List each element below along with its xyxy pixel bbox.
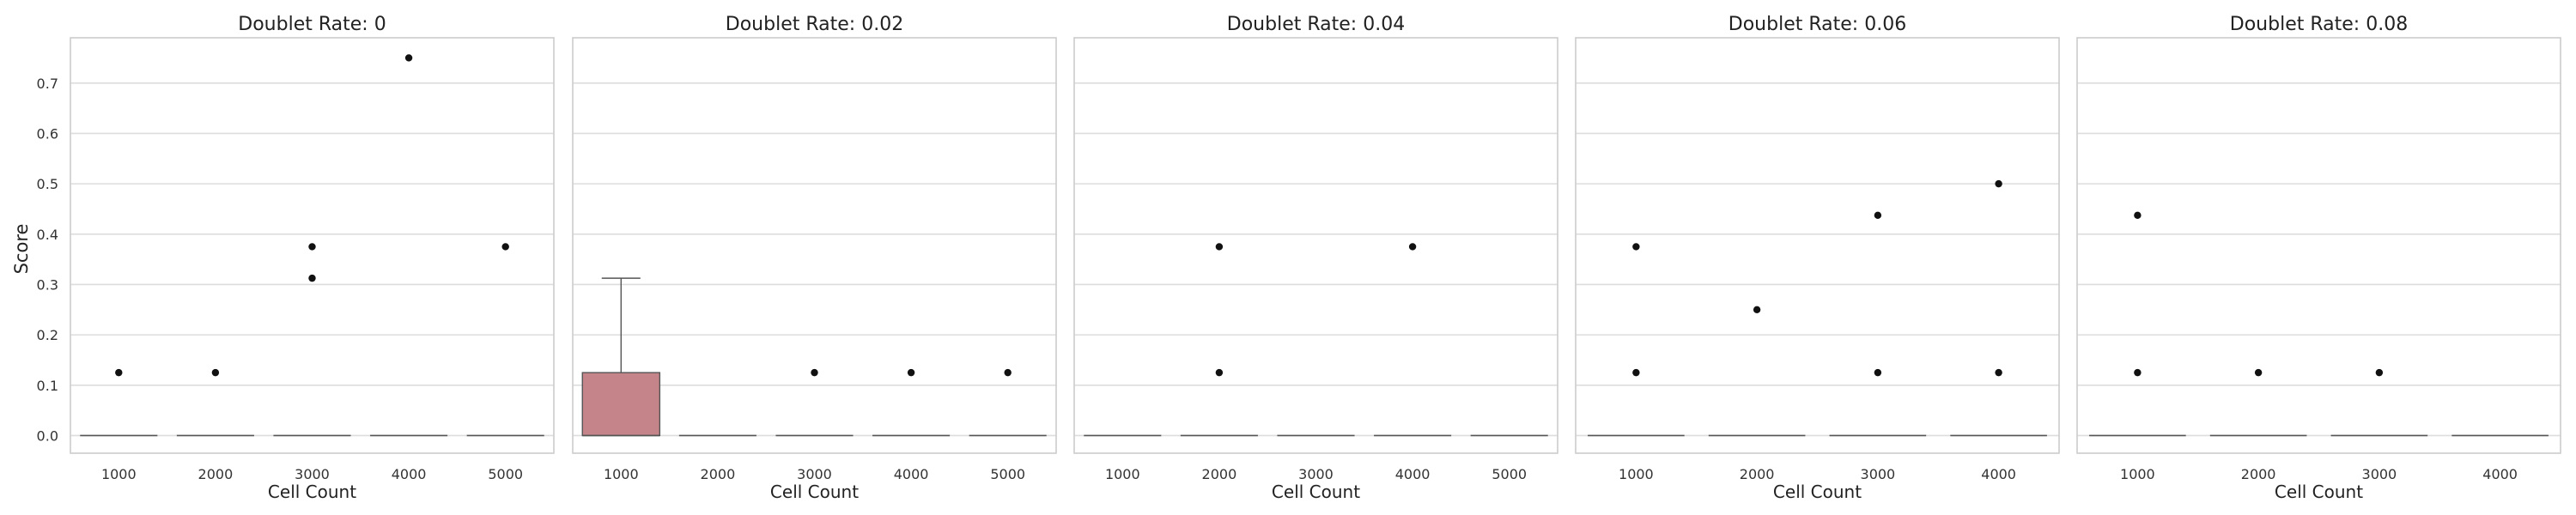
x-tick-label: 2000	[2241, 466, 2276, 482]
outlier-point	[115, 368, 123, 377]
outlier-point	[2134, 211, 2142, 219]
x-tick-label: 5000	[990, 466, 1025, 482]
x-tick-label: 1000	[2120, 466, 2155, 482]
y-axis-label: Score	[11, 224, 32, 275]
outlier-point	[811, 368, 818, 377]
box-2000	[1180, 243, 1258, 437]
outlier-point	[1215, 368, 1224, 377]
panel-frame	[1073, 37, 1558, 454]
x-tick-label: 1000	[1619, 466, 1654, 482]
box-4000	[1374, 243, 1452, 437]
x-tick-label: 3000	[295, 466, 330, 482]
box-2000	[176, 368, 254, 437]
x-tick-label: 3000	[1861, 466, 1896, 482]
outlier-point	[1874, 211, 1882, 219]
outlier-point	[1408, 243, 1417, 251]
outlier-point	[1753, 306, 1761, 313]
x-tick-label: 1000	[1105, 466, 1140, 482]
x-tick-label: 2000	[1202, 466, 1237, 482]
y-tick-label: 0.4	[37, 227, 58, 243]
outlier-point	[2134, 368, 2142, 377]
x-tick-label: 2000	[701, 466, 736, 482]
x-tick-label: 2000	[1740, 466, 1775, 482]
y-tick-label: 0.6	[37, 125, 58, 142]
panel-frame	[1575, 37, 2060, 454]
y-tick-label: 0.3	[37, 276, 58, 293]
panel-title: Doublet Rate: 0.08	[2230, 14, 2408, 35]
x-tick-label: 1000	[604, 466, 639, 482]
x-tick-label: 5000	[488, 466, 523, 482]
y-tick-label: 0.5	[37, 176, 58, 192]
y-tick-label: 0.0	[37, 427, 58, 444]
box-body	[581, 372, 661, 437]
box-1000	[80, 368, 158, 437]
outlier-point	[1874, 368, 1882, 377]
outlier-point	[1995, 179, 2002, 188]
x-axis-label: Cell Count	[770, 482, 859, 502]
box-4000	[872, 368, 951, 437]
outlier-point	[501, 243, 509, 251]
panel-0: 0.0 0.1 0.2 0.3 0.4 0.5 0.6 0.7 1000 2000 3000 4000…	[37, 14, 555, 502]
box-3000	[273, 243, 351, 437]
x-tick-label: 3000	[2362, 466, 2397, 482]
box-4000	[370, 54, 448, 437]
outlier-point	[1004, 368, 1012, 377]
panel-2: 1000 2000 3000 4000 5000 Doublet Rate: 0.04 Ce…	[1073, 14, 1558, 502]
panel-title: Doublet Rate: 0.06	[1728, 14, 1906, 35]
box-4000	[1950, 179, 2047, 437]
box-3000	[2330, 368, 2428, 437]
x-tick-label: 4000	[2482, 466, 2518, 482]
box-5000	[466, 243, 544, 437]
outlier-point	[404, 54, 413, 62]
x-tick-label: 3000	[1298, 466, 1334, 482]
x-tick-label: 1000	[101, 466, 137, 482]
panels: 0.0 0.1 0.2 0.3 0.4 0.5 0.6 0.7 1000 2000 3000 4000…	[37, 14, 2561, 502]
x-tick-label: 2000	[198, 466, 234, 482]
outlier-point	[2254, 368, 2263, 377]
x-axis-label: Cell Count	[268, 482, 356, 502]
outlier-point	[308, 274, 316, 282]
x-axis-label: Cell Count	[2275, 482, 2363, 502]
panel-title: Doublet Rate: 0.02	[726, 14, 903, 35]
box-5000	[969, 368, 1047, 437]
box-3000	[1829, 211, 1927, 437]
outlier-point	[1215, 243, 1224, 251]
x-tick-label: 4000	[894, 466, 929, 482]
panel-frame	[2076, 37, 2561, 454]
y-tick-label: 0.2	[37, 327, 58, 343]
x-tick-label: 3000	[797, 466, 832, 482]
box-1000	[2089, 211, 2186, 437]
panel-title: Doublet Rate: 0	[238, 14, 386, 35]
box-1000	[581, 277, 661, 437]
x-tick-label: 5000	[1492, 466, 1527, 482]
box-1000	[1588, 243, 1685, 437]
outlier-point	[211, 368, 220, 377]
y-tick-label: 0.1	[37, 378, 58, 394]
outlier-point	[2375, 368, 2384, 377]
outlier-point	[1632, 368, 1640, 377]
y-tick-label: 0.7	[37, 76, 58, 92]
outlier-point	[308, 243, 316, 251]
panel-3: 1000 2000 3000 4000 Doublet Rate: 0.06 Cell C…	[1575, 14, 2060, 502]
box-3000	[775, 368, 854, 437]
x-axis-label: Cell Count	[1773, 482, 1862, 502]
x-axis-label: Cell Count	[1272, 482, 1360, 502]
panel-1: 1000 2000 3000 4000 5000 Doublet Rate: 0.02 Ce…	[572, 14, 1057, 502]
box-2000	[1708, 306, 1806, 437]
panel-frame	[70, 37, 555, 454]
x-tick-label: 4000	[392, 466, 427, 482]
panel-frame	[572, 37, 1057, 454]
outlier-point	[907, 368, 915, 377]
panel-title: Doublet Rate: 0.04	[1227, 14, 1405, 35]
x-tick-label: 4000	[1981, 466, 2016, 482]
x-tick-label: 4000	[1395, 466, 1431, 482]
outlier-point	[1632, 243, 1640, 251]
panel-4: 1000 2000 3000 4000 Doublet Rate: 0.08 Cell C…	[2076, 14, 2561, 502]
outlier-point	[1995, 368, 2002, 377]
box-2000	[2209, 368, 2307, 437]
